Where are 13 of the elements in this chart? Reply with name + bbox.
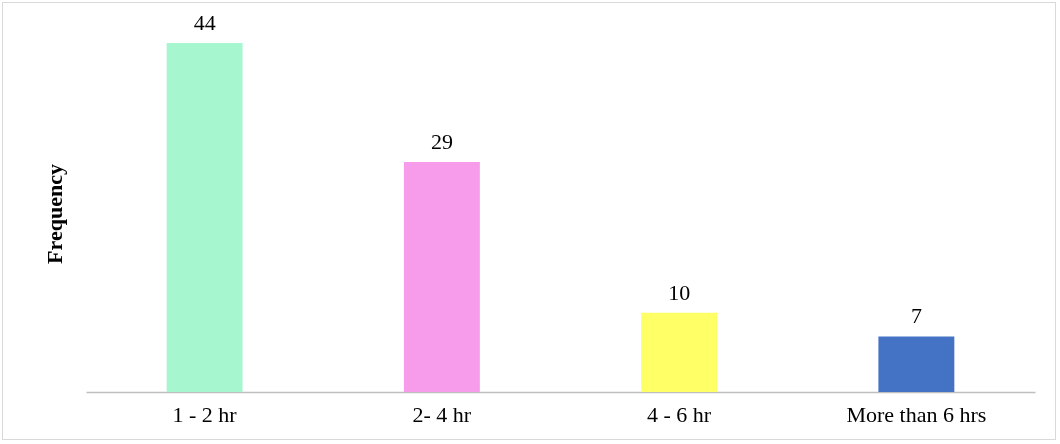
x-tick-label: 4 - 6 hr [647, 401, 712, 427]
bar [878, 336, 955, 392]
data-label: 10 [668, 279, 691, 305]
data-label: 44 [193, 9, 216, 35]
data-label: 29 [430, 128, 453, 154]
x-tick-label: 1 - 2 hr [172, 401, 238, 427]
bar [641, 312, 718, 392]
bar [166, 42, 243, 392]
bar [403, 161, 480, 392]
y-axis-title: Frequency [41, 164, 67, 264]
data-label: 7 [910, 303, 922, 329]
x-tick-label: 2- 4 hr [412, 401, 472, 427]
x-tick-label: More than 6 hrs [846, 401, 987, 427]
